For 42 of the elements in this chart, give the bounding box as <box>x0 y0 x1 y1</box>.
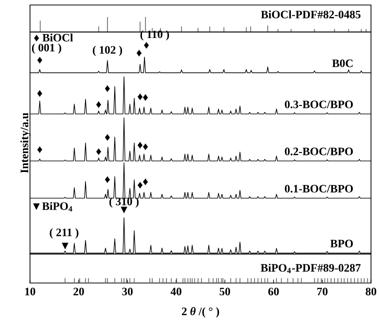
annotation: ▼ <box>62 242 68 250</box>
x-tick-label: 60 <box>268 288 279 296</box>
annotation: ♦ <box>142 143 148 150</box>
text: ( 102 ) <box>92 46 122 56</box>
series-label: 0.2-BOC/BPO <box>284 148 353 156</box>
annotation: ♦ <box>96 148 102 156</box>
x-axis-title: 2 θ /( ° ) <box>182 307 220 318</box>
annotation: ( 310 ) <box>109 197 139 208</box>
x-tick-label: 40 <box>170 288 182 296</box>
x-tick-label: 20 <box>74 288 84 296</box>
x-tick-label: 70 <box>317 288 328 296</box>
annotation: ♦ <box>37 90 42 97</box>
x-tick-label: 80 <box>366 288 376 296</box>
text: ♦ <box>136 50 142 57</box>
series-label: BPO <box>330 240 353 248</box>
annotation: ♦ <box>37 146 42 154</box>
series-label: 0.1-BOC/BPO <box>284 184 353 193</box>
annotation: ▼ <box>120 206 128 214</box>
x-tick-label: 50 <box>220 288 230 296</box>
text: ♦ <box>144 42 149 49</box>
annotation: ▼BiPO$_{4}$ <box>33 202 72 212</box>
x-tick-label: 10 <box>25 288 36 296</box>
y-axis-title: Intensity/a.u <box>20 112 31 174</box>
annotation: ♦ <box>96 101 102 108</box>
text: ♦ BiOCl <box>34 34 73 42</box>
series-label: BiPO$_{4}$-PDF#89-0287 <box>260 264 361 274</box>
annotation: ( 110 ) <box>140 30 169 40</box>
text: ( 001 ) <box>32 44 62 54</box>
series-label: 0.3-BOC/BPO <box>284 100 353 108</box>
annotation: ♦ <box>104 134 110 141</box>
annotation: ♦ <box>104 85 110 92</box>
annotation: ( 211 ) <box>50 228 78 238</box>
series-label: BiOCl-PDF#82-0485 <box>260 10 360 18</box>
annotation: ♦ <box>138 93 143 100</box>
annotation: ♦ <box>142 178 148 186</box>
annotation: ♦ <box>104 176 110 184</box>
annotation: ♦ <box>138 142 143 149</box>
annotation: ♦ <box>37 56 42 64</box>
x-tick-label: 30 <box>122 288 133 296</box>
series-label: B0C <box>332 60 353 68</box>
annotation: ♦ <box>138 182 143 189</box>
annotation: ♦ <box>142 94 148 101</box>
